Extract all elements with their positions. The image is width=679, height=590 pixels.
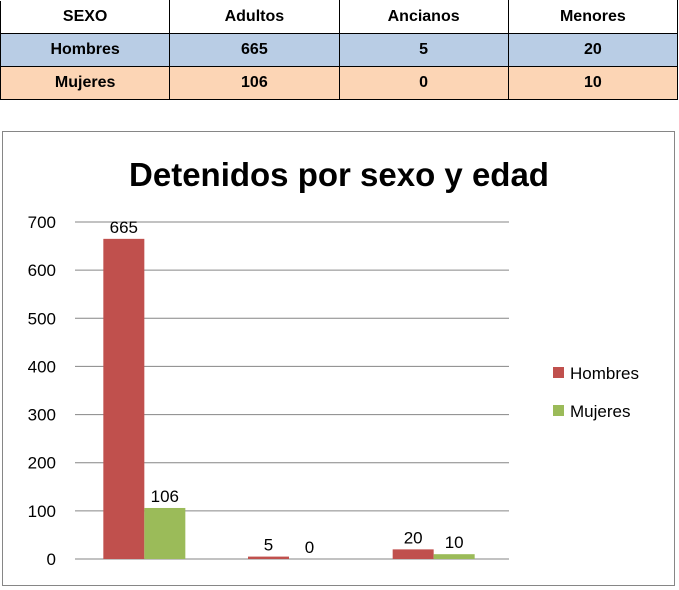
data-label: 0: [305, 538, 314, 557]
data-label: 106: [151, 487, 179, 506]
bar: [392, 549, 434, 559]
table-cell: Hombres: [0, 33, 171, 67]
table-cell: 10: [507, 66, 679, 100]
table-cell: 0: [338, 66, 509, 100]
y-tick-label: 0: [47, 550, 56, 569]
data-label: 20: [404, 528, 423, 547]
data-label: 665: [110, 218, 138, 237]
y-tick-label: 400: [28, 357, 56, 376]
header-cell: SEXO: [0, 0, 171, 34]
y-tick-label: 300: [28, 406, 56, 425]
header-cell: Menores: [507, 0, 679, 34]
legend-swatch: [553, 405, 564, 416]
chart-title: Detenidos por sexo y edad: [129, 156, 549, 193]
table-row: Hombres 665 5 20: [0, 33, 679, 67]
bar: [144, 507, 186, 559]
legend-label: Mujeres: [570, 402, 630, 421]
legend-swatch: [553, 367, 564, 378]
table-cell: 665: [169, 33, 340, 67]
data-label: 10: [445, 533, 464, 552]
y-tick-label: 500: [28, 309, 56, 328]
table-header-row: SEXO Adultos Ancianos Menores: [0, 0, 679, 34]
table-cell: 20: [507, 33, 679, 67]
bar: [433, 554, 475, 559]
y-tick-label: 600: [28, 261, 56, 280]
table-row: Mujeres 106 0 10: [0, 66, 679, 100]
bar: [103, 238, 145, 559]
y-tick-label: 100: [28, 502, 56, 521]
y-tick-label: 200: [28, 454, 56, 473]
data-label: 5: [264, 536, 273, 555]
y-tick-label: 700: [28, 213, 56, 232]
legend-label: Hombres: [570, 364, 639, 383]
table-cell: Mujeres: [0, 66, 171, 100]
table-cell: 5: [338, 33, 509, 67]
bar: [248, 556, 289, 559]
data-table: SEXO Adultos Ancianos Menores Hombres 66…: [0, 0, 679, 100]
table-cell: 106: [169, 66, 340, 100]
